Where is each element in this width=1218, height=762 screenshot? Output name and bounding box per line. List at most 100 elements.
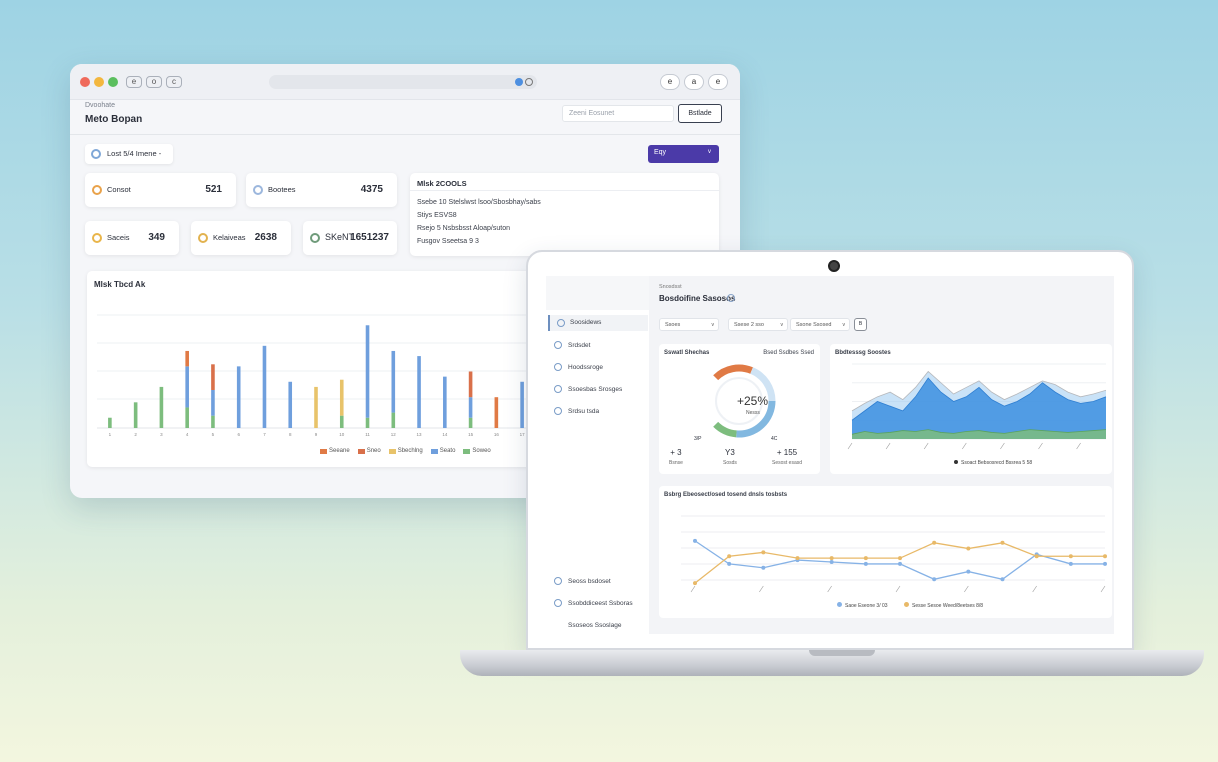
kpi-icon [253,185,263,195]
header-divider [70,134,740,135]
secure-icon [515,78,523,86]
bar [391,412,396,428]
sidebar-item-support[interactable]: Seoss bsdoset [554,577,611,585]
line-point [829,556,834,561]
kpi-label: Consot [107,185,131,194]
sidebar-item-progress[interactable]: Ssoesbas Srosges [554,385,622,393]
x-tick [1076,442,1081,450]
gauge-chart [713,364,776,438]
x-tick [885,442,891,450]
legend-swatch [430,448,438,454]
search-input[interactable]: Zeeni Eosunet [562,105,674,122]
kpi-value: 2638 [254,232,277,243]
gauge-title: Sswatl Shechas [664,350,710,356]
sidebar-item-reports[interactable]: Srdsdet [554,341,590,349]
bar [520,381,524,428]
bar [288,381,293,428]
area-chart-title: Bbdtesssg Soostes [835,350,891,356]
details-line: Fusgov Sseetsa 9 3 [417,238,479,245]
close-window-icon[interactable] [80,76,90,87]
area-series-line [851,370,1107,412]
bar [211,389,215,416]
filter-select[interactable]: Ssese 2 sso v [728,318,788,331]
x-tick-label: 13 [417,432,423,437]
gauge-segment [713,364,753,381]
line-point [1103,554,1107,559]
back-button[interactable]: e [126,75,142,88]
x-tick [895,585,901,593]
x-tick [690,585,696,593]
address-bar[interactable] [269,75,537,89]
primary-action-label: Eqy [654,149,667,156]
area-chart-panel: Bbdtesssg Soostes Ssoact Bebsosrecd Bssr… [830,344,1112,474]
area-series [852,378,1106,439]
primary-action-button[interactable]: Eqy v [648,145,719,163]
line-point [863,556,868,561]
settings-button[interactable]: e [708,74,728,90]
x-tick-label: 16 [494,432,500,437]
legend-swatch [388,448,396,454]
details-line: Ssebe 10 Stelslwst lsoo/Sbosbhay/sabs [417,199,541,206]
gauge-segment [750,367,776,402]
kpi-card[interactable]: Saceis 349 [85,221,179,255]
x-tick-label: 17 [520,432,526,437]
sidebar-item-label: Ssoseos Ssoslage [568,622,622,629]
date-filter-dropdown[interactable]: Lost 5/4 Imene - [85,144,173,164]
profile-button[interactable]: a [684,74,704,90]
info-icon[interactable] [727,294,735,302]
sidebar-item-notifications[interactable]: Ssobddiceest Ssboras [554,599,633,607]
bar [185,366,189,408]
forward-button[interactable]: o [146,75,162,88]
chart-icon [554,341,562,349]
breadcrumb[interactable]: Dvoohate [85,102,115,109]
sidebar-item-data[interactable]: Srdsu tsda [554,407,600,415]
legend-swatch [463,448,471,454]
x-tick [962,442,967,450]
line-point [761,550,766,555]
x-tick-label: 11 [365,432,370,437]
bar [468,397,473,418]
bar [494,397,499,428]
camera-icon [828,260,840,272]
extensions-button[interactable]: e [660,74,680,90]
gauge-label: 3/P [694,436,702,442]
filter-select-value: Ssoes [665,322,681,328]
browser-chrome: e o c e a e [70,64,740,100]
sidebar-item-messages[interactable]: Hoodssroge [554,363,603,371]
kpi-card[interactable]: Consot 521 [85,173,236,207]
filter-select[interactable]: Ssone Ssosed v [790,318,850,331]
kpi-value: 349 [148,232,165,243]
chevron-down-icon: - [158,149,162,158]
filter-apply-button[interactable]: B [854,318,867,331]
bar [365,325,370,418]
maximize-window-icon[interactable] [108,76,118,87]
kpi-label: Bootees [268,185,296,194]
kpi-card[interactable]: Bootees 4375 [246,173,397,207]
sidebar-item-settings[interactable]: Ssoseos Ssoslage [554,622,621,629]
sidebar-item-overview[interactable]: Soosidews [548,315,648,331]
minimize-window-icon[interactable] [94,76,104,87]
x-tick-label: 9 [315,432,318,437]
filter-select[interactable]: Ssoes v [659,318,719,331]
area-chart [847,363,1107,450]
x-tick-label: 8 [289,432,292,437]
legend-label: Sneo [366,448,381,454]
breadcrumb[interactable]: Snosdsst [659,284,682,290]
kpi-icon [310,233,320,243]
kpi-card[interactable]: Kelaiveas 2638 [191,221,291,255]
gauge-label: 4C [771,436,778,442]
kpi-label: Saceis [107,233,130,242]
x-tick [759,585,764,593]
kpi-card[interactable]: SKeNT 1651237 [303,221,397,255]
line-point [898,556,902,561]
sidebar-item-label: Srdsu tsda [568,408,600,415]
bar-chart-title: Mlsk Tbcd Ak [94,280,146,289]
kpi-icon [198,233,208,243]
tabs-button[interactable]: c [166,75,182,88]
laptop-notch [809,650,875,656]
legend-dot [904,602,909,607]
x-tick-label: 15 [468,432,474,437]
export-button[interactable]: Bstlade [678,104,722,123]
reload-icon[interactable] [525,78,533,86]
bar [365,417,370,428]
